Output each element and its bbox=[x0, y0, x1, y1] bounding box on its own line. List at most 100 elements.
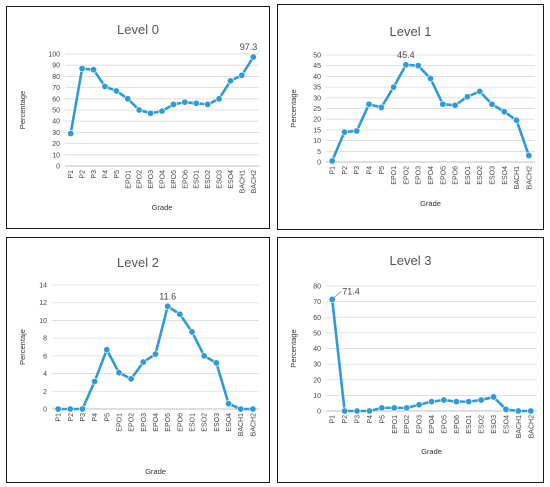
y-tick-label: 4 bbox=[43, 371, 47, 378]
data-point bbox=[101, 82, 109, 90]
y-tick-label: 10 bbox=[39, 318, 47, 325]
data-point bbox=[238, 71, 246, 79]
data-point bbox=[428, 398, 436, 406]
y-tick-label: 30 bbox=[313, 362, 321, 369]
y-tick-label: 0 bbox=[317, 160, 321, 167]
chart-title: Level 3 bbox=[390, 253, 432, 268]
data-point bbox=[176, 310, 184, 318]
x-tick-label: ESO4 bbox=[228, 170, 235, 189]
y-tick-label: 50 bbox=[52, 108, 60, 115]
x-tick-label: ESO2 bbox=[205, 170, 212, 189]
x-tick-label: BACH2 bbox=[251, 170, 258, 193]
data-point bbox=[427, 75, 435, 83]
x-tick-label: ESO1 bbox=[465, 166, 472, 185]
data-point bbox=[465, 398, 473, 406]
data-point bbox=[341, 407, 349, 415]
data-point bbox=[78, 65, 86, 73]
data-point bbox=[249, 53, 257, 61]
x-tick-label: ESO2 bbox=[477, 166, 484, 185]
x-tick-label: EPO2 bbox=[404, 415, 411, 434]
y-tick-label: 35 bbox=[313, 85, 321, 92]
data-point bbox=[226, 77, 234, 85]
x-tick-label: EPO4 bbox=[428, 166, 435, 185]
data-point bbox=[192, 99, 200, 107]
x-tick-label: P1 bbox=[68, 170, 75, 179]
data-point bbox=[204, 100, 212, 108]
x-tick-label: EPO6 bbox=[453, 166, 460, 185]
data-point bbox=[54, 405, 62, 413]
chart-title: Level 2 bbox=[117, 255, 159, 270]
x-tick-label: ESO4 bbox=[502, 166, 509, 185]
data-point bbox=[212, 359, 220, 367]
y-tick-label: 15 bbox=[313, 127, 321, 134]
y-tick-label: 14 bbox=[39, 283, 47, 290]
x-tick-label: P3 bbox=[91, 170, 98, 179]
x-tick-label: EPO1 bbox=[125, 170, 132, 189]
data-point bbox=[488, 100, 496, 108]
data-point bbox=[91, 378, 99, 386]
x-tick-label: P5 bbox=[104, 413, 111, 422]
y-tick-label: 10 bbox=[313, 393, 321, 400]
data-point bbox=[378, 404, 386, 412]
data-point bbox=[513, 116, 521, 124]
y-tick-label: 80 bbox=[313, 284, 321, 291]
x-axis-label: Grade bbox=[421, 447, 442, 456]
data-point bbox=[78, 405, 86, 413]
y-tick-label: 5 bbox=[317, 149, 321, 156]
line-chart: Level 2 0 2 4 6 8 10 12 14 P1 P2 P3 P4 P5 EPO1 EPO2 EPO3… bbox=[18, 255, 259, 476]
data-point bbox=[181, 98, 189, 106]
x-tick-label: EPO6 bbox=[454, 415, 461, 434]
y-tick-label: 40 bbox=[52, 119, 60, 126]
y-tick-label: 25 bbox=[313, 106, 321, 113]
x-tick-label: EPO1 bbox=[391, 166, 398, 185]
x-tick-label: P5 bbox=[114, 170, 121, 179]
data-label: 97.3 bbox=[240, 42, 258, 52]
x-tick-label: P5 bbox=[379, 415, 386, 424]
data-label: 11.6 bbox=[159, 291, 176, 301]
data-point bbox=[502, 405, 510, 413]
x-tick-label: EPO5 bbox=[171, 170, 178, 189]
data-point bbox=[200, 352, 208, 360]
x-tick-label: BACH2 bbox=[528, 415, 535, 438]
data-point bbox=[390, 83, 398, 91]
data-point bbox=[476, 87, 484, 95]
x-tick-label: EPO1 bbox=[116, 413, 123, 432]
x-tick-label: ESO2 bbox=[202, 413, 209, 432]
data-point bbox=[452, 398, 460, 406]
y-tick-label: 0 bbox=[56, 164, 60, 171]
data-point bbox=[328, 295, 336, 303]
series-line bbox=[330, 299, 531, 413]
x-tick-label: P2 bbox=[342, 415, 349, 424]
data-point bbox=[377, 103, 385, 111]
y-tick-label: 90 bbox=[52, 63, 60, 70]
y-tick-label: 40 bbox=[313, 74, 321, 81]
y-tick-label: 100 bbox=[48, 52, 60, 59]
x-axis-label: Grade bbox=[420, 199, 441, 208]
x-tick-label: P4 bbox=[367, 166, 374, 175]
data-point bbox=[237, 405, 245, 413]
x-tick-label: P2 bbox=[68, 413, 75, 422]
y-tick-label: 6 bbox=[43, 353, 47, 360]
x-tick-label: ESO1 bbox=[190, 413, 197, 432]
x-tick-label: ESO4 bbox=[226, 413, 233, 432]
y-axis-label: Percentage bbox=[289, 329, 298, 367]
y-tick-label: 45 bbox=[313, 63, 321, 70]
data-point bbox=[158, 107, 166, 115]
x-tick-label: EPO4 bbox=[153, 413, 160, 432]
x-tick-label: EPO4 bbox=[429, 415, 436, 434]
x-tick-label: EPO3 bbox=[417, 415, 424, 434]
x-tick-label: BACH1 bbox=[238, 413, 245, 436]
line-chart: Level 0 0 10 20 30 40 50 60 70 80 90 100 P1 P2 P3 P4 P5 E… bbox=[18, 22, 259, 212]
chart-panel-level-3: Level 3 0 10 20 30 40 50 60 70 80 P1 P2 P3 P4 P5 EPO1 EP… bbox=[277, 237, 544, 483]
data-point bbox=[147, 109, 155, 117]
data-point bbox=[225, 400, 233, 408]
data-label-leader bbox=[333, 291, 342, 298]
x-tick-label: BACH1 bbox=[514, 166, 521, 189]
x-tick-label: EPO6 bbox=[182, 170, 189, 189]
data-point bbox=[139, 358, 147, 366]
y-tick-label: 30 bbox=[313, 95, 321, 102]
y-tick-label: 60 bbox=[52, 96, 60, 103]
x-tick-label: EPO2 bbox=[403, 166, 410, 185]
x-tick-label: P5 bbox=[379, 166, 386, 175]
x-tick-label: ESO1 bbox=[466, 415, 473, 434]
